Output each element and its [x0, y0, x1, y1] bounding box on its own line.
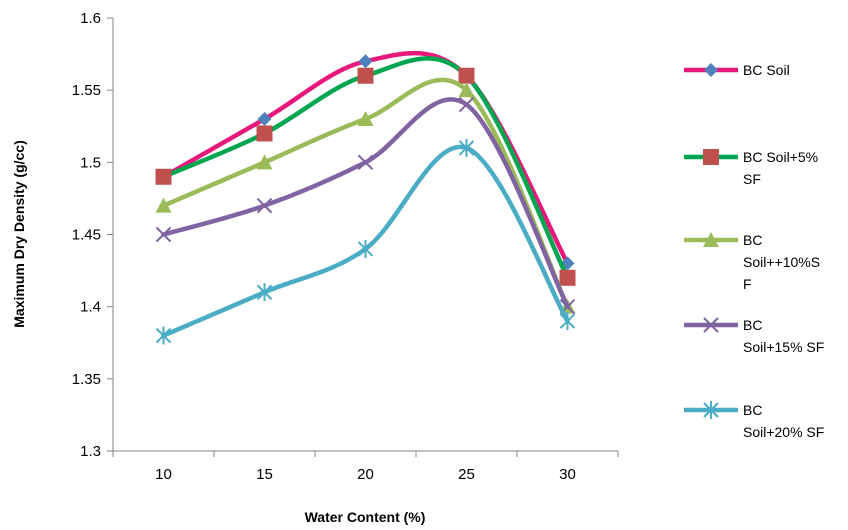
y-tick-label: 1.45 [72, 227, 101, 244]
series-layer [155, 50, 576, 345]
y-tick-label: 1.4 [80, 299, 101, 316]
x-tick-label: 20 [357, 466, 374, 483]
series-line [161, 56, 570, 281]
data-point-marker [256, 283, 273, 302]
data-point-marker [358, 54, 373, 69]
y-tick-label: 1.35 [72, 371, 101, 388]
data-point-marker [559, 269, 576, 286]
data-point-marker [155, 226, 172, 243]
data-point-marker [256, 154, 273, 170]
series-line [161, 144, 570, 338]
data-point-marker [357, 154, 374, 171]
legend-marker [703, 401, 719, 419]
legend-label: BC [743, 232, 762, 248]
legend-entry: BC Soil+20% SF [684, 401, 824, 440]
legend-label: Soil+20% SF [743, 424, 824, 440]
legend-label: Soil+15% SF [743, 339, 824, 355]
y-tick-label: 1.6 [80, 10, 101, 27]
legend: BC Soil BC Soil+5% SF BC Soil++10%S F BC Soil+1… [684, 62, 824, 440]
series-5 [155, 138, 576, 345]
y-tick-label: 1.3 [80, 443, 101, 460]
data-point-marker [256, 197, 273, 214]
legend-entry: BC Soil+5% SF [684, 149, 818, 187]
data-point-marker [458, 138, 475, 157]
x-tick-label: 15 [256, 466, 273, 483]
x-axis-title: Water Content (%) [305, 509, 426, 525]
legend-label: BC [743, 402, 762, 418]
legend-entry: BC Soil [684, 62, 790, 78]
x-axis-ticks: 10 15 20 25 30 [112, 451, 619, 483]
legend-marker [703, 232, 719, 247]
data-point-marker [357, 239, 374, 258]
y-axis-title: Maximum Dry Density (g/cc) [11, 140, 27, 328]
x-tick-label: 25 [458, 466, 475, 483]
data-point-marker [155, 197, 172, 213]
data-point-marker [458, 67, 475, 84]
x-tick-label: 30 [559, 466, 576, 483]
y-tick-label: 1.5 [80, 154, 101, 171]
legend-entry: BC Soil+15% SF [684, 317, 824, 355]
legend-label: SF [743, 171, 761, 187]
data-point-marker [458, 82, 475, 98]
legend-label: Soil++10%S [743, 254, 820, 270]
series-4 [155, 96, 576, 315]
data-point-marker [256, 125, 273, 142]
series-3 [155, 77, 576, 314]
data-point-marker [458, 96, 475, 113]
x-tick-label: 10 [155, 466, 172, 483]
y-tick-label: 1.55 [72, 82, 101, 99]
legend-marker [703, 149, 719, 165]
legend-entry: BC Soil++10%S F [684, 232, 820, 292]
data-point-marker [155, 326, 172, 345]
legend-marker [703, 317, 719, 333]
legend-marker [704, 63, 718, 77]
legend-label: BC Soil+5% [743, 149, 818, 165]
legend-label: BC [743, 317, 762, 333]
series-line [161, 97, 570, 309]
series-line [161, 77, 570, 309]
legend-label: BC Soil [743, 62, 790, 78]
legend-label: F [743, 276, 752, 292]
data-point-marker [559, 312, 576, 331]
data-point-marker [155, 168, 172, 185]
data-point-marker [357, 111, 374, 127]
series-2 [155, 56, 576, 286]
data-point-marker [257, 112, 272, 127]
data-point-marker [357, 67, 374, 84]
y-axis-ticks: 1.3 1.35 1.4 1.45 1.5 1.55 1.6 [72, 10, 113, 460]
